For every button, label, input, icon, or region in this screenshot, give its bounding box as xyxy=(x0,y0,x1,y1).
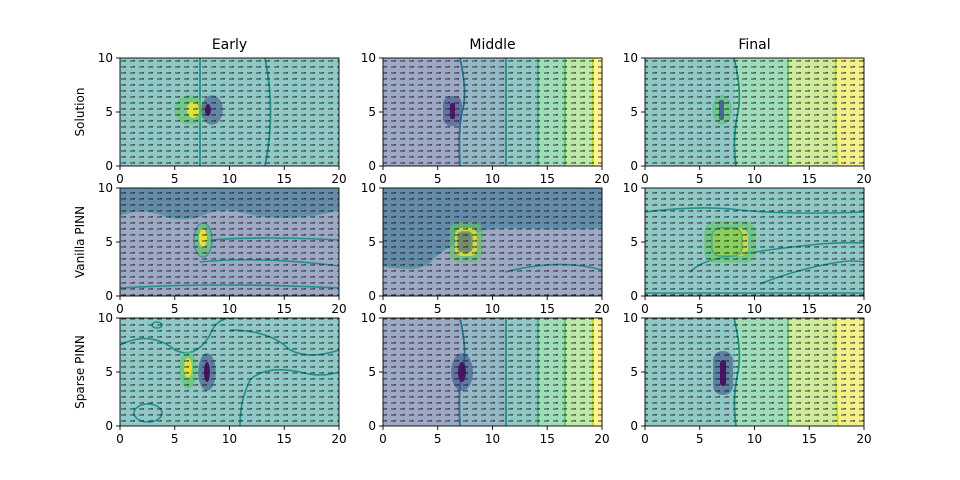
y-tick-label: 10 xyxy=(623,181,638,195)
y-tick-label: 10 xyxy=(623,311,638,325)
quiver-field xyxy=(645,318,864,426)
y-tick-label: 5 xyxy=(630,365,638,379)
x-tick-label: 5 xyxy=(171,432,179,446)
x-tick-label: 20 xyxy=(856,172,871,186)
x-tick-label: 20 xyxy=(856,432,871,446)
y-tick-label: 10 xyxy=(361,51,376,65)
x-tick-label: 15 xyxy=(540,302,555,316)
x-tick-label: 20 xyxy=(331,172,346,186)
x-tick-label: 0 xyxy=(379,302,387,316)
x-tick-label: 5 xyxy=(171,302,179,316)
column-title-middle: Middle xyxy=(469,37,515,53)
y-tick-label: 5 xyxy=(105,235,113,249)
y-tick-label: 10 xyxy=(361,181,376,195)
panel-solution-early xyxy=(120,58,339,166)
x-tick-label: 15 xyxy=(277,302,292,316)
y-tick-label: 0 xyxy=(630,419,638,433)
y-tick-label: 0 xyxy=(105,419,113,433)
x-tick-label: 15 xyxy=(277,432,292,446)
y-tick-label: 5 xyxy=(368,235,376,249)
x-tick-label: 0 xyxy=(116,172,124,186)
x-tick-label: 5 xyxy=(171,172,179,186)
quiver-field xyxy=(120,58,339,166)
row-label-sparse-pinn: Sparse PINN xyxy=(73,335,87,409)
panel-solution-middle xyxy=(383,58,602,166)
x-tick-label: 5 xyxy=(434,302,442,316)
x-tick-label: 15 xyxy=(802,172,817,186)
y-tick-label: 5 xyxy=(630,105,638,119)
y-tick-label: 0 xyxy=(368,289,376,303)
y-tick-label: 10 xyxy=(98,51,113,65)
x-tick-label: 20 xyxy=(594,172,609,186)
x-tick-label: 0 xyxy=(641,302,649,316)
x-tick-label: 5 xyxy=(696,172,704,186)
quiver-field xyxy=(383,318,602,426)
x-tick-label: 15 xyxy=(277,172,292,186)
panel-vanilla-early xyxy=(120,188,339,296)
quiver-field xyxy=(120,188,339,296)
y-tick-label: 10 xyxy=(361,311,376,325)
x-tick-label: 5 xyxy=(696,302,704,316)
x-tick-label: 10 xyxy=(485,302,500,316)
x-tick-label: 0 xyxy=(116,302,124,316)
x-tick-label: 0 xyxy=(641,432,649,446)
x-tick-label: 15 xyxy=(802,432,817,446)
y-tick-label: 0 xyxy=(630,159,638,173)
y-tick-label: 10 xyxy=(623,51,638,65)
y-tick-label: 5 xyxy=(105,365,113,379)
y-tick-label: 5 xyxy=(630,235,638,249)
y-tick-label: 5 xyxy=(368,365,376,379)
x-tick-label: 20 xyxy=(594,302,609,316)
x-tick-label: 5 xyxy=(434,432,442,446)
x-tick-label: 0 xyxy=(116,432,124,446)
x-tick-label: 20 xyxy=(331,302,346,316)
x-tick-label: 10 xyxy=(485,432,500,446)
x-tick-label: 20 xyxy=(331,432,346,446)
x-tick-label: 15 xyxy=(540,432,555,446)
x-tick-label: 5 xyxy=(434,172,442,186)
x-tick-label: 0 xyxy=(379,432,387,446)
y-tick-label: 10 xyxy=(98,181,113,195)
y-tick-label: 5 xyxy=(368,105,376,119)
x-tick-label: 20 xyxy=(856,302,871,316)
x-tick-label: 0 xyxy=(379,172,387,186)
x-tick-label: 5 xyxy=(696,432,704,446)
y-tick-label: 0 xyxy=(105,289,113,303)
column-title-final: Final xyxy=(738,37,770,53)
panel-solution-final xyxy=(645,58,864,166)
y-tick-label: 0 xyxy=(105,159,113,173)
y-tick-label: 0 xyxy=(368,159,376,173)
row-label-vanilla-pinn: Vanilla PINN xyxy=(73,206,87,278)
x-tick-label: 15 xyxy=(540,172,555,186)
x-tick-label: 10 xyxy=(222,432,237,446)
quiver-field xyxy=(383,188,602,296)
x-tick-label: 20 xyxy=(594,432,609,446)
quiver-field xyxy=(120,318,339,426)
quiver-field xyxy=(645,58,864,166)
x-tick-label: 0 xyxy=(641,172,649,186)
panel-sparse-early xyxy=(120,318,339,426)
panel-sparse-final xyxy=(645,318,864,426)
column-title-early: Early xyxy=(212,37,247,53)
y-tick-label: 0 xyxy=(368,419,376,433)
x-tick-label: 10 xyxy=(747,302,762,316)
x-tick-label: 10 xyxy=(485,172,500,186)
x-tick-label: 10 xyxy=(222,172,237,186)
panel-vanilla-final xyxy=(645,188,864,296)
y-tick-label: 5 xyxy=(105,105,113,119)
y-tick-label: 10 xyxy=(98,311,113,325)
x-tick-label: 10 xyxy=(747,432,762,446)
x-tick-label: 10 xyxy=(747,172,762,186)
y-tick-label: 0 xyxy=(630,289,638,303)
panel-sparse-middle xyxy=(383,318,602,426)
x-tick-label: 10 xyxy=(222,302,237,316)
row-label-solution: Solution xyxy=(73,88,87,137)
x-tick-label: 15 xyxy=(802,302,817,316)
quiver-field xyxy=(383,58,602,166)
panel-vanilla-middle xyxy=(383,188,602,296)
quiver-field xyxy=(645,188,864,296)
